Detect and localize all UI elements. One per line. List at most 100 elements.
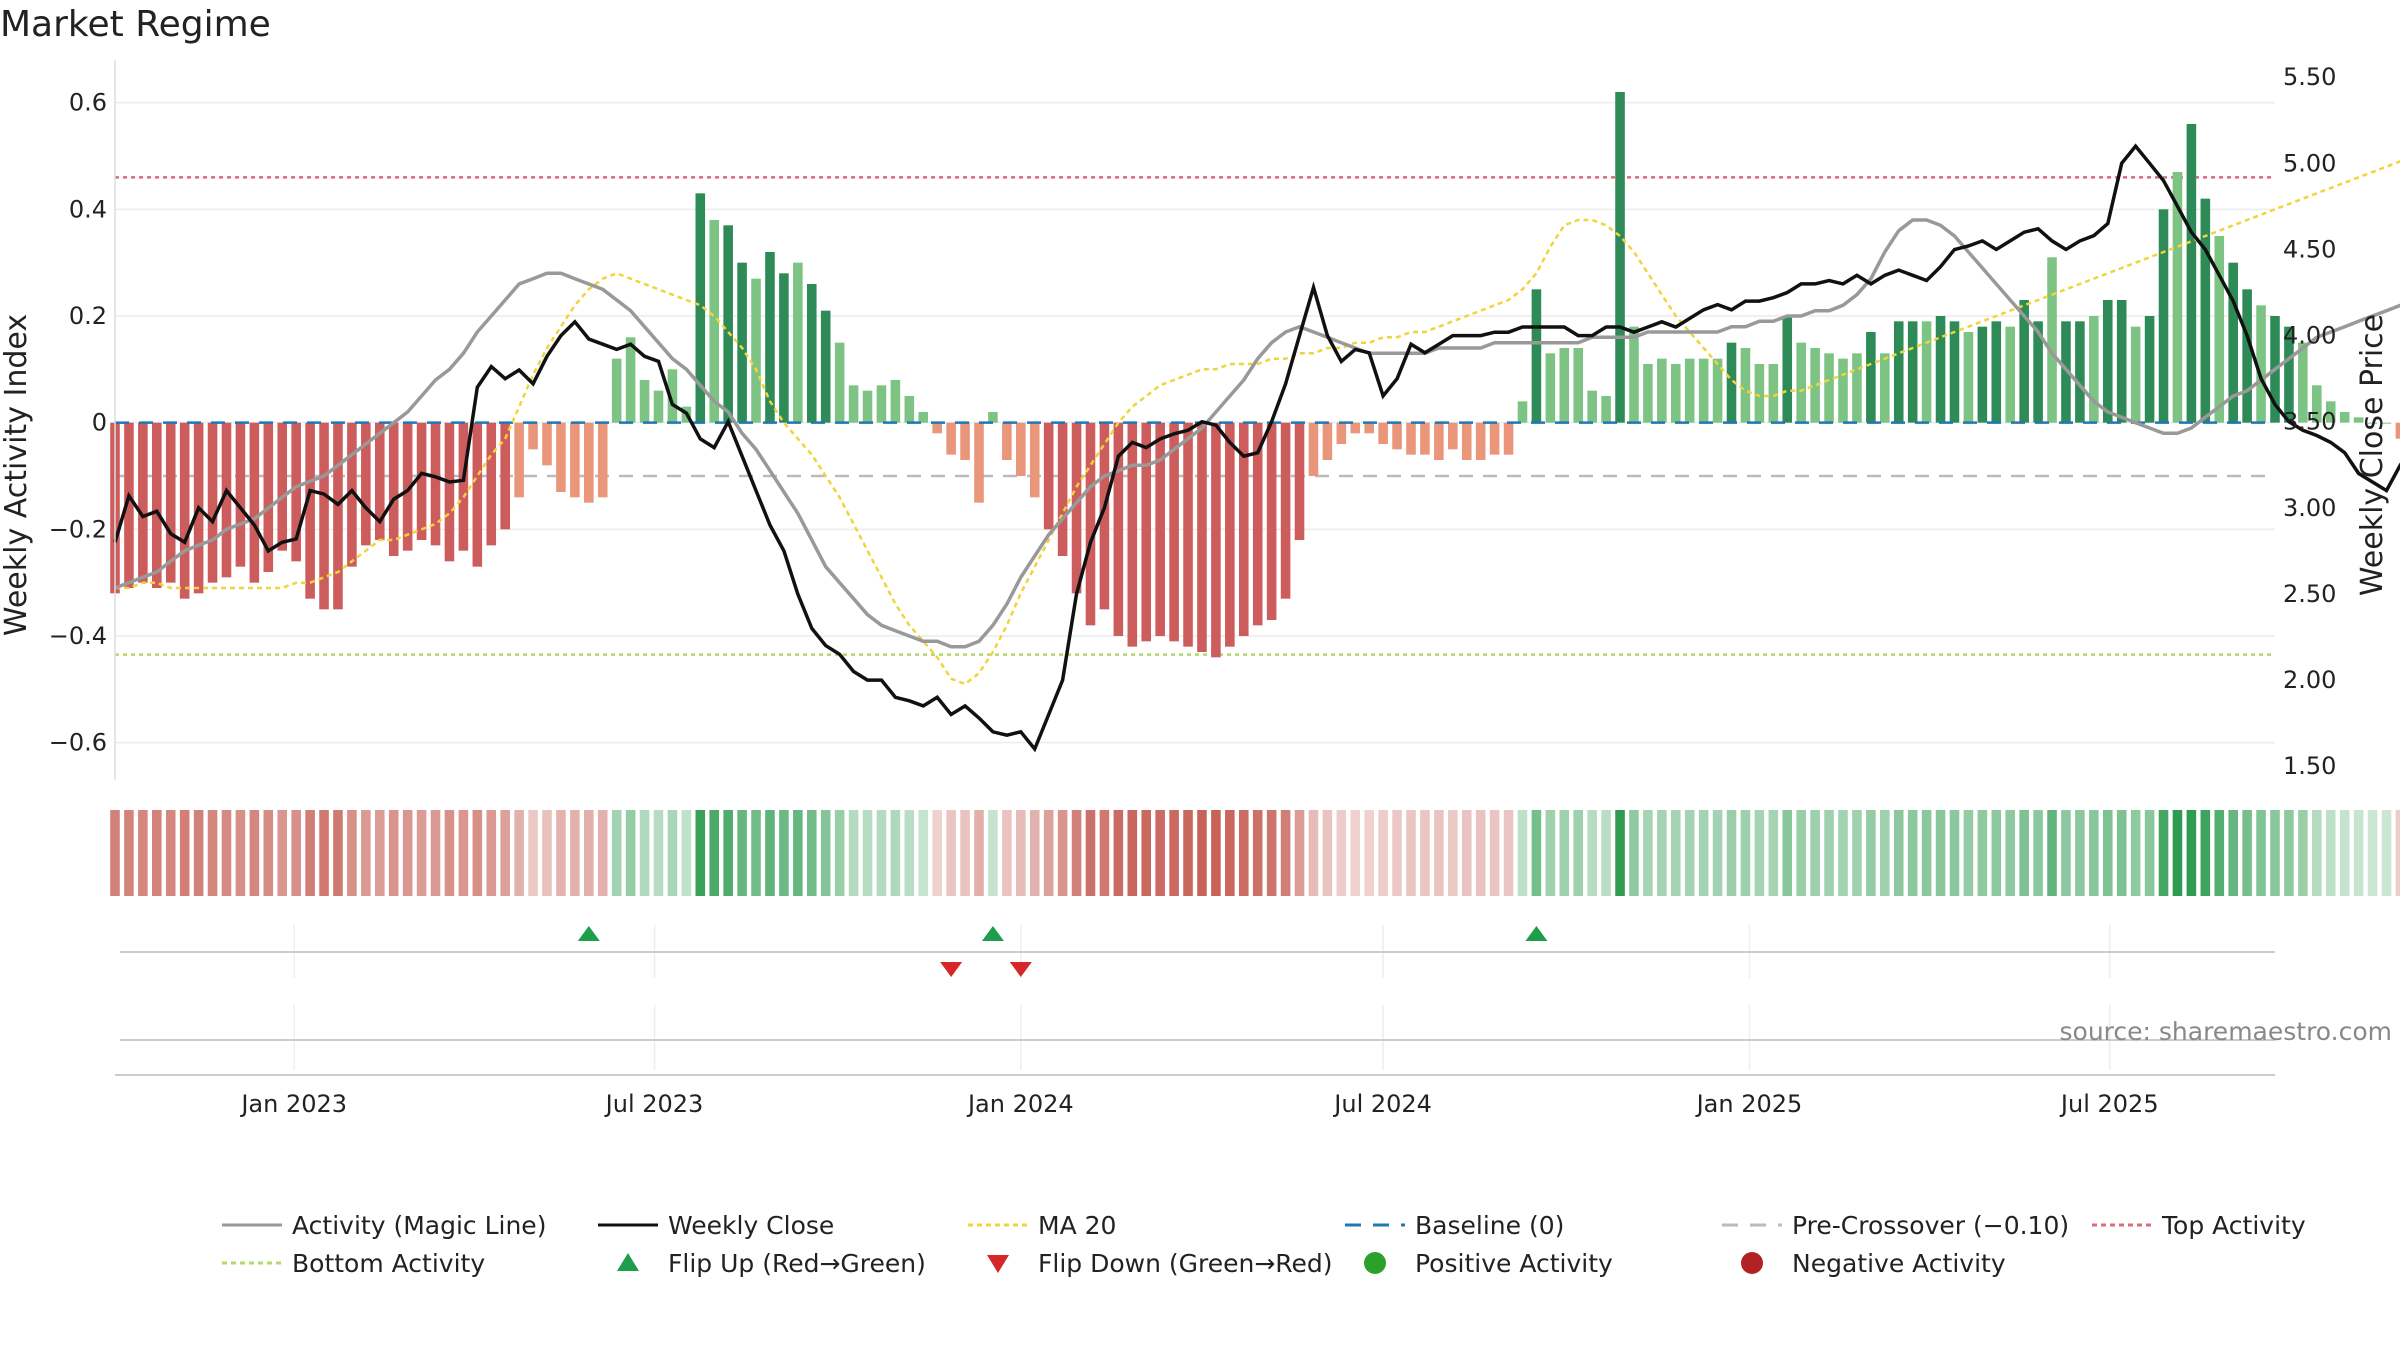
heat-cell: [2339, 810, 2350, 896]
heat-cell: [361, 810, 371, 896]
activity-bar: [793, 262, 803, 423]
activity-bar: [235, 422, 246, 567]
legend-item-flipup: Flip Up (Red→Green): [617, 1249, 926, 1278]
heat-cell: [221, 810, 232, 896]
heat-cell: [388, 810, 399, 896]
heat-cell: [1712, 810, 1723, 896]
activity-bar: [138, 422, 148, 583]
legend-item-pos: Positive Activity: [1364, 1249, 1613, 1278]
activity-bar: [2325, 401, 2336, 423]
legend-swatch-flipup: [617, 1253, 639, 1271]
heat-cell: [1113, 810, 1124, 896]
heat-cell: [2367, 810, 2378, 896]
heat-cell: [1475, 810, 1486, 896]
activity-bar: [1448, 422, 1458, 450]
flip-down-marker: [940, 962, 963, 977]
heat-cell: [1071, 810, 1082, 896]
flip-up-marker: [1525, 926, 1548, 941]
heat-cell: [570, 810, 580, 896]
heat-cell: [2214, 810, 2225, 896]
activity-bar: [1991, 321, 2002, 423]
activity-bar: [1266, 422, 1277, 620]
heat-cell: [430, 810, 441, 896]
activity-bar: [1489, 422, 1500, 455]
heat-cell: [890, 810, 901, 896]
legend-item-neg: Negative Activity: [1741, 1249, 2006, 1278]
activity-bar: [1587, 390, 1597, 423]
heat-cell: [1197, 810, 1207, 896]
heat-cell: [1824, 810, 1834, 896]
x-tick-label-3: Jul 2024: [1332, 1090, 1432, 1118]
activity-bar: [1726, 342, 1737, 423]
activity-bar: [1643, 364, 1653, 423]
activity-bar: [472, 422, 483, 567]
heat-cell: [1559, 810, 1570, 896]
activity-bar: [1029, 422, 1040, 498]
activity-bar: [834, 342, 845, 423]
heat-cell: [2325, 810, 2336, 896]
activity-bar: [625, 337, 636, 423]
activity-bar: [1420, 422, 1430, 455]
activity-bar: [486, 422, 497, 546]
activity-bar: [416, 422, 427, 540]
heat-cell: [1392, 810, 1402, 896]
heat-cell: [542, 810, 552, 896]
heat-cell: [960, 810, 970, 896]
activity-bar: [500, 422, 510, 530]
legend-label-flipdown: Flip Down (Green→Red): [1038, 1249, 1333, 1278]
activity-bar: [1740, 348, 1751, 423]
heat-cell: [2047, 810, 2057, 896]
heat-cell: [2005, 810, 2016, 896]
activity-bar: [514, 422, 524, 498]
activity-bar: [542, 422, 552, 466]
activity-bar: [2242, 289, 2252, 423]
activity-bar: [737, 262, 747, 423]
heat-cell: [862, 810, 873, 896]
y-tick-label-3: 0: [92, 409, 107, 437]
activity-bar: [333, 422, 343, 610]
heat-cell: [152, 810, 162, 896]
legend-item-bottom: Bottom Activity: [222, 1249, 485, 1278]
heat-cell: [1754, 810, 1765, 896]
heat-cell: [667, 810, 678, 896]
heat-cell: [2116, 810, 2127, 896]
activity-bar: [2353, 417, 2364, 423]
heat-cell: [1434, 810, 1444, 896]
y-tick-label-1: 0.4: [69, 195, 107, 223]
activity-bar: [2298, 342, 2308, 423]
activity-bar: [653, 390, 664, 423]
legend-label-baseline: Baseline (0): [1415, 1211, 1564, 1240]
heat-cell: [472, 810, 483, 896]
source-label: source: sharemaestro.com: [2060, 1017, 2393, 1046]
heat-cell: [1183, 810, 1193, 896]
heat-cell: [1420, 810, 1430, 896]
heat-cell: [1852, 810, 1862, 896]
heat-cell: [2381, 810, 2392, 896]
heat-cell: [904, 810, 915, 896]
x-tick-label-4: Jan 2025: [1695, 1090, 1803, 1118]
activity-bar: [1294, 422, 1305, 540]
x-tick-label-0: Jan 2023: [239, 1090, 347, 1118]
activity-bar: [1712, 358, 1723, 423]
legend-label-bottom: Bottom Activity: [292, 1249, 485, 1278]
activity-bar: [361, 422, 371, 546]
heat-cell: [458, 810, 469, 896]
activity-bar: [1378, 422, 1388, 444]
heat-cell: [653, 810, 664, 896]
y2-tick-label-3: 4.00: [2283, 322, 2336, 350]
activity-bar: [2116, 300, 2127, 423]
heat-cell: [1294, 810, 1305, 896]
activity-bar: [1796, 342, 1806, 423]
heat-cell: [2075, 810, 2085, 896]
activity-bar: [1824, 353, 1834, 423]
flip-markers-panel: [120, 925, 2275, 978]
heat-cell: [207, 810, 218, 896]
heat-cell: [2228, 810, 2238, 896]
heat-cell: [1810, 810, 1820, 896]
activity-bar: [2019, 300, 2029, 423]
heat-cell: [1489, 810, 1500, 896]
legend-label-neg: Negative Activity: [1792, 1249, 2006, 1278]
heat-cell: [611, 810, 622, 896]
activity-bar: [1949, 321, 1960, 423]
heat-cell: [1893, 810, 1904, 896]
